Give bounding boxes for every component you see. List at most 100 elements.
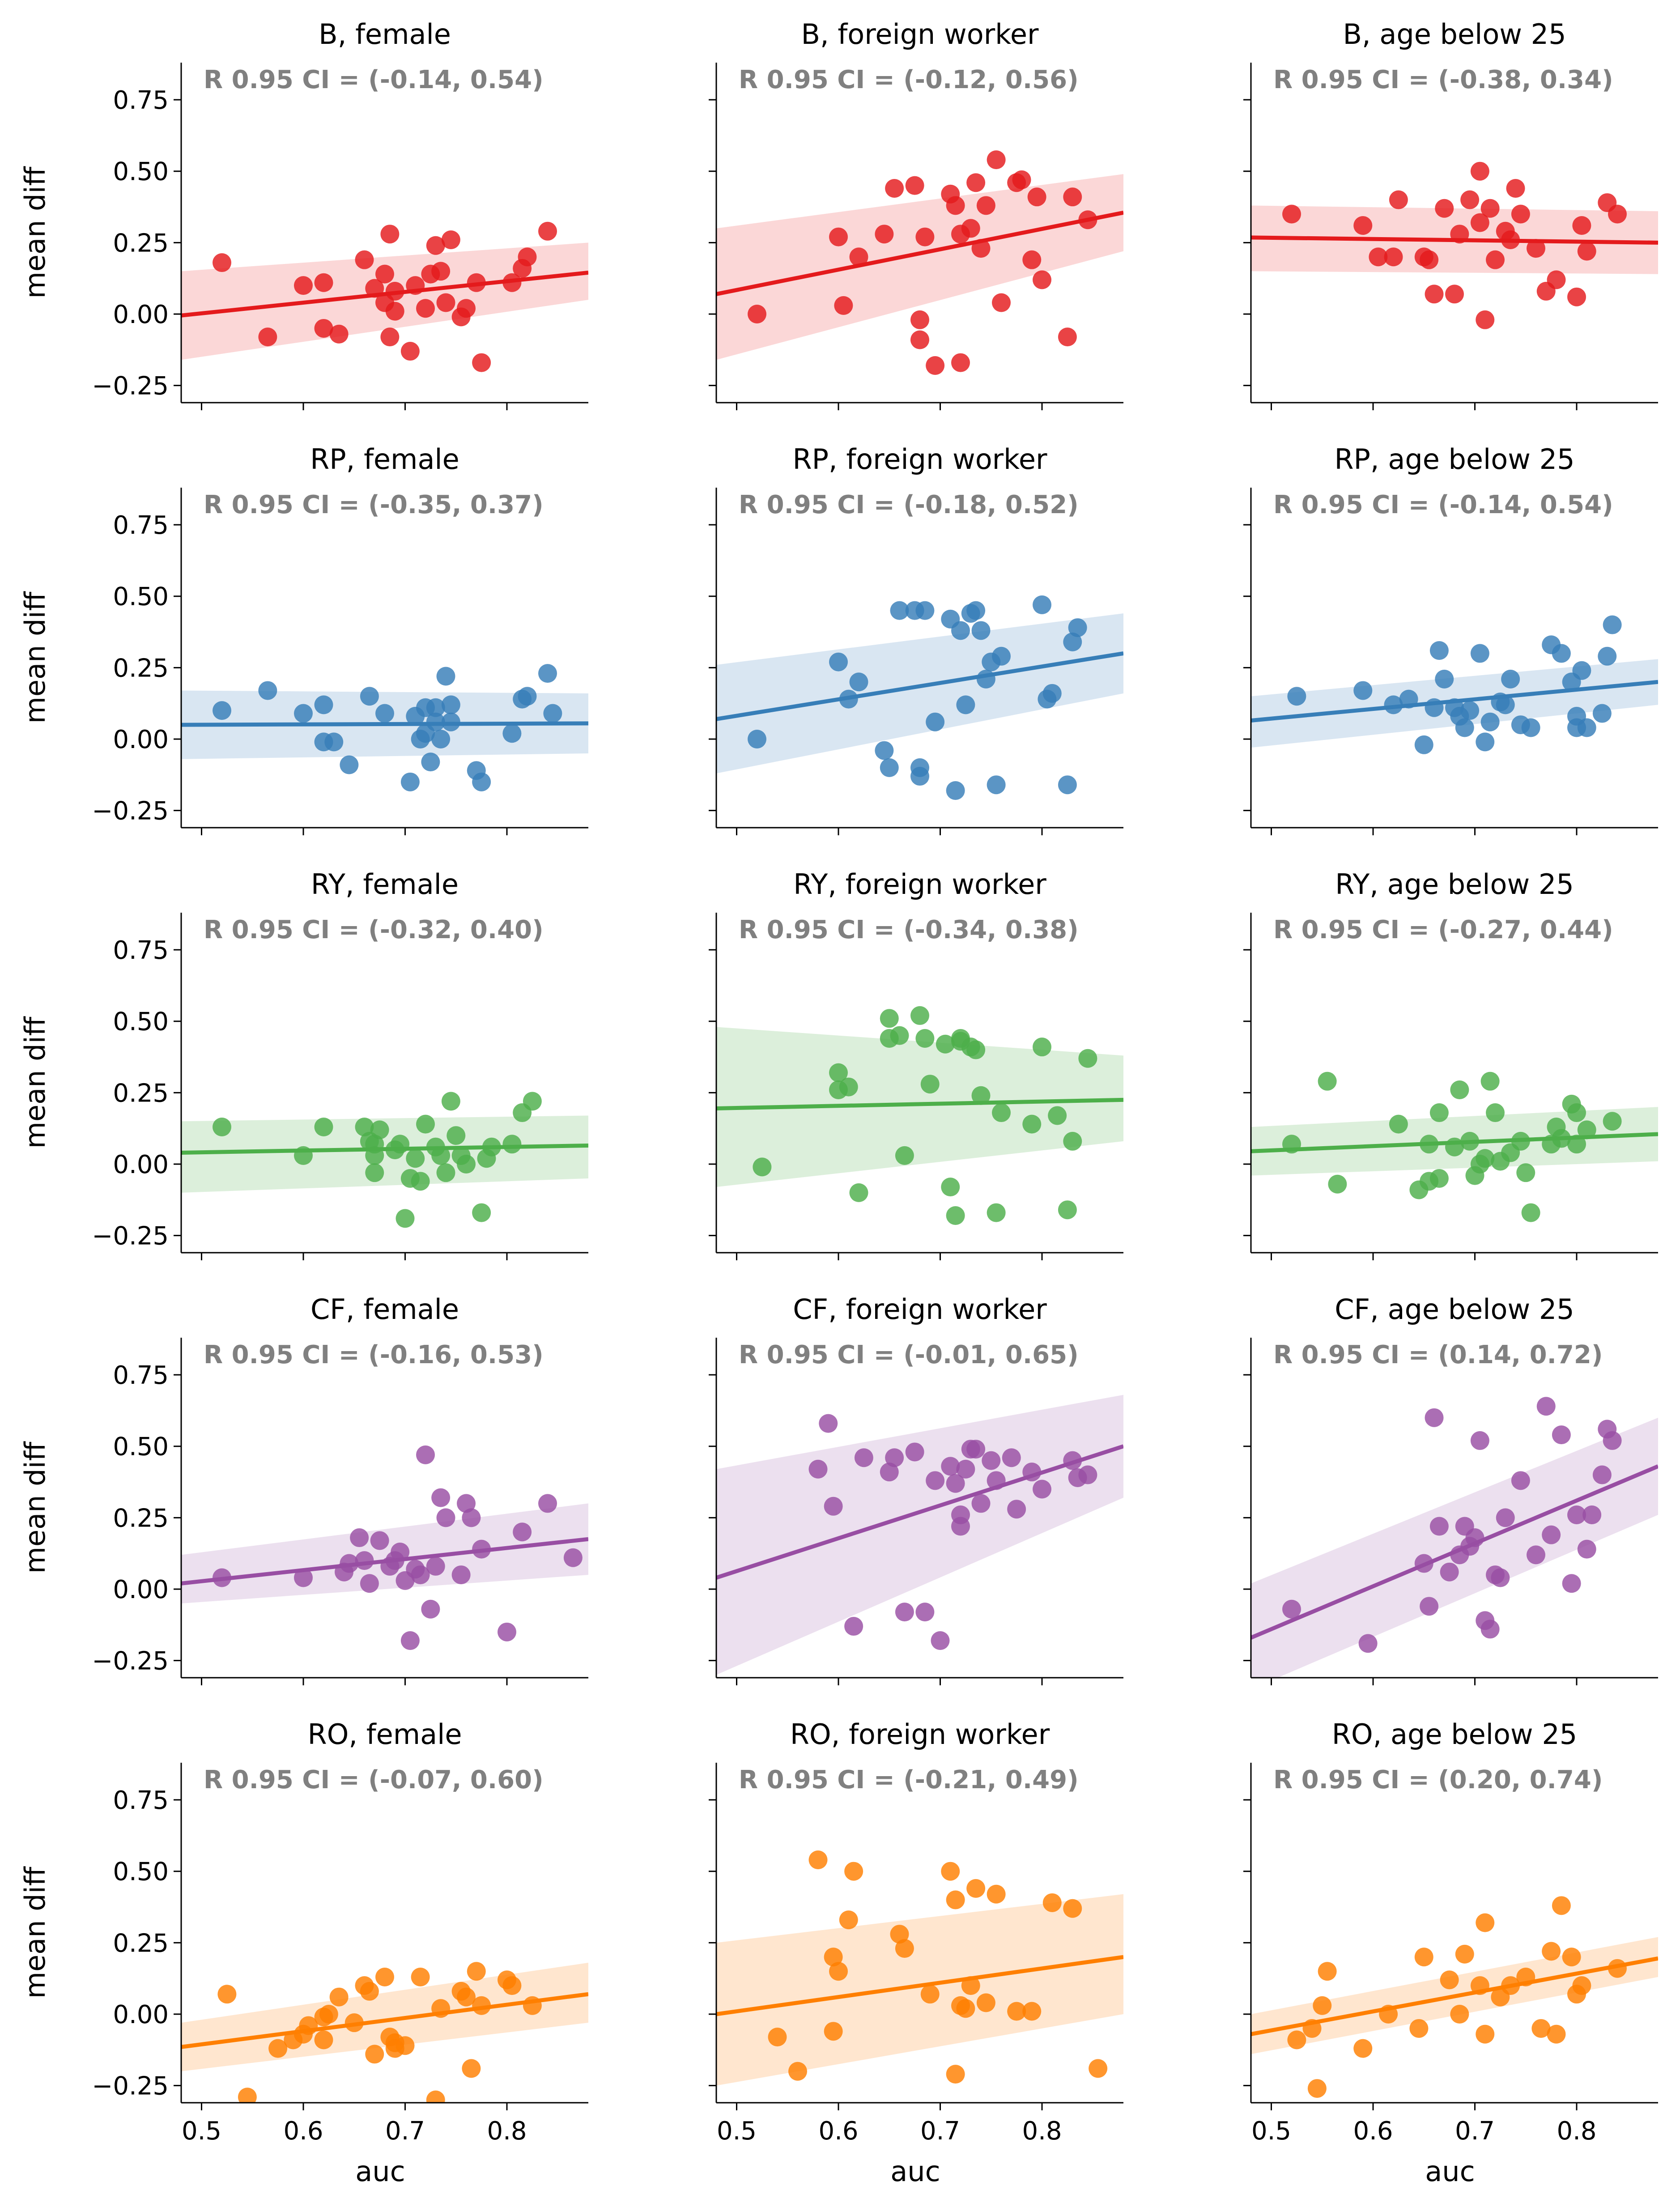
x-tick-label: 0.8	[1557, 2117, 1596, 2146]
data-point	[370, 1531, 389, 1550]
data-point	[1567, 1505, 1586, 1524]
data-point	[976, 196, 995, 215]
data-point	[1511, 1471, 1530, 1490]
data-point	[839, 1077, 858, 1097]
y-tick-label: 0.50	[113, 157, 169, 187]
chart-panel: 0.75 0.50 0.25 0.00 −0.25 0.5 0.6 0.7 0.8 RO, fem…	[19, 1718, 588, 2188]
data-point	[1542, 1942, 1561, 1961]
data-point	[1012, 170, 1031, 189]
chart-panel: 0.5 0.6 0.7 0.8 RO, foreign worker R 0.95 CI …	[709, 1718, 1123, 2188]
chart-panel: RY, foreign worker R 0.95 CI = (-0.34, 0.…	[709, 868, 1123, 1260]
data-point	[961, 219, 980, 238]
regression-line	[716, 1444, 1123, 1580]
data-point	[946, 1206, 965, 1225]
data-point	[987, 1203, 1006, 1222]
data-point	[355, 250, 374, 269]
y-tick-label: −0.25	[92, 1222, 169, 1251]
data-point	[1486, 1103, 1505, 1123]
data-point	[1042, 1893, 1062, 1912]
data-point	[314, 273, 333, 292]
data-point	[396, 1209, 415, 1228]
chart-panel: RP, age below 25 R 0.95 CI = (-0.14, 0.54…	[1243, 443, 1658, 835]
data-point	[895, 1603, 914, 1622]
data-point	[829, 652, 848, 672]
data-point	[915, 1603, 935, 1622]
data-point	[416, 1114, 435, 1134]
ci-annotation: R 0.95 CI = (-0.34, 0.38)	[739, 915, 1079, 944]
data-point	[350, 1528, 369, 1548]
ci-annotation: R 0.95 CI = (-0.12, 0.56)	[739, 65, 1079, 94]
x-tick-label: 0.6	[818, 2117, 858, 2146]
data-point	[498, 1622, 516, 1641]
data-point	[431, 1488, 451, 1507]
data-point	[824, 2022, 843, 2041]
regression-line	[1251, 1956, 1658, 2037]
data-point	[268, 2039, 288, 2058]
data-point	[1460, 190, 1480, 209]
data-point	[1476, 310, 1495, 329]
data-point	[1480, 199, 1500, 218]
data-point	[1562, 1574, 1581, 1593]
ci-annotation: R 0.95 CI = (-0.18, 0.52)	[739, 490, 1079, 519]
data-point	[457, 299, 476, 318]
data-point	[447, 1126, 466, 1145]
panel-title: RO, female	[307, 1718, 462, 1751]
data-point	[1470, 162, 1489, 181]
regression-line	[181, 721, 588, 727]
data-point	[1582, 1505, 1602, 1524]
data-point	[1552, 644, 1571, 663]
ci-annotation: R 0.95 CI = (-0.32, 0.40)	[204, 915, 544, 944]
regression-line	[1251, 1132, 1658, 1153]
y-tick-label: 0.50	[113, 1008, 169, 1037]
y-tick-label: −0.25	[92, 1647, 169, 1676]
plot-area	[181, 1445, 588, 1650]
data-point	[1572, 216, 1591, 235]
data-point	[844, 1617, 863, 1636]
data-point	[472, 772, 491, 791]
data-point	[518, 247, 537, 267]
data-point	[1429, 1103, 1449, 1123]
data-point	[1536, 1397, 1556, 1416]
data-point	[1078, 1049, 1097, 1068]
data-point	[1542, 1525, 1561, 1544]
x-axis-label: auc	[1425, 2155, 1475, 2188]
data-point	[1435, 669, 1454, 689]
data-point	[875, 741, 894, 760]
data-point	[1033, 270, 1051, 289]
data-point	[436, 1508, 455, 1527]
data-point	[915, 601, 935, 620]
data-point	[1476, 732, 1495, 752]
data-point	[1078, 1465, 1097, 1484]
data-point	[946, 1474, 965, 1493]
data-point	[1420, 1597, 1439, 1616]
data-point	[1470, 213, 1489, 232]
data-point	[502, 1135, 522, 1154]
data-point	[1577, 1539, 1596, 1559]
data-point	[1027, 187, 1046, 207]
data-point	[518, 687, 537, 706]
data-point	[238, 2088, 257, 2103]
data-point	[1470, 1431, 1489, 1450]
ci-annotation: R 0.95 CI = (0.20, 0.74)	[1273, 1765, 1603, 1794]
plot-area	[716, 595, 1123, 800]
x-axis-label: auc	[890, 2155, 940, 2188]
data-point	[421, 1599, 440, 1619]
data-point	[1476, 2024, 1495, 2044]
data-point	[1007, 1500, 1026, 1519]
data-point	[329, 1987, 349, 2007]
data-point	[1022, 1114, 1042, 1134]
data-point	[1476, 1149, 1495, 1168]
data-point	[1567, 287, 1586, 306]
data-point	[1058, 1200, 1077, 1220]
panel-title: CF, female	[310, 1293, 459, 1326]
data-point	[951, 1517, 970, 1536]
data-point	[457, 1155, 476, 1174]
data-point	[753, 1157, 772, 1177]
data-point	[748, 730, 766, 749]
plot-area	[1251, 1896, 1658, 2098]
data-point	[910, 767, 929, 786]
regression-line	[716, 651, 1123, 721]
data-point	[385, 302, 404, 321]
data-point	[885, 179, 904, 198]
